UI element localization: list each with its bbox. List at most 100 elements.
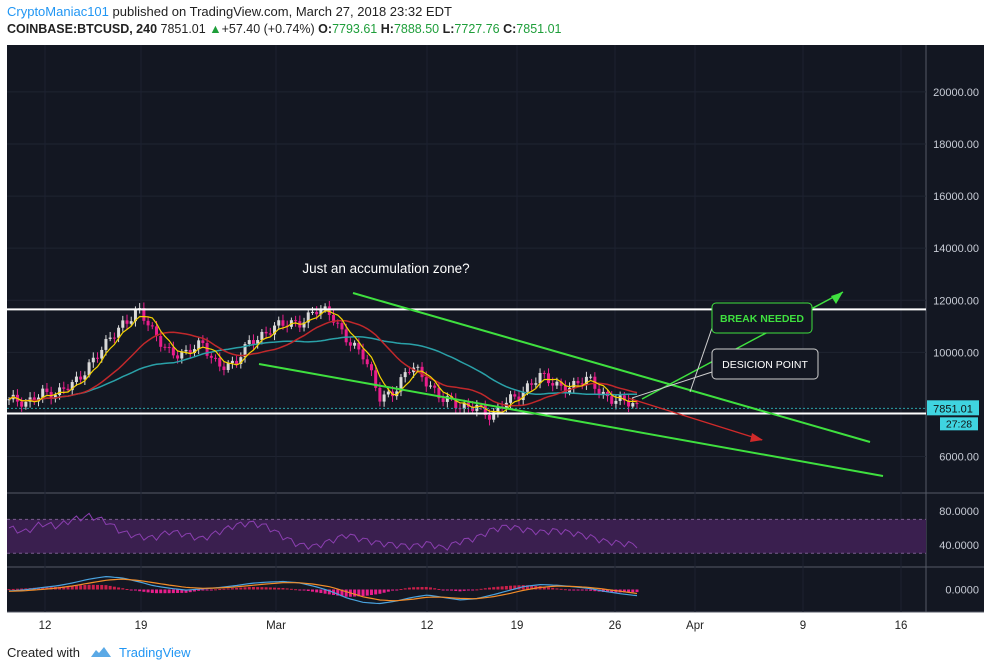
macd-histogram-bar — [142, 589, 146, 592]
candle-body — [323, 306, 327, 310]
candle-body — [399, 377, 403, 392]
macd-histogram-bar — [551, 587, 555, 590]
candle-body — [294, 320, 298, 322]
macd-histogram-bar — [382, 589, 386, 593]
macd-histogram-bar — [302, 589, 306, 591]
macd-histogram-bar — [391, 589, 395, 591]
macd-histogram-bar — [62, 586, 66, 590]
candle-body — [428, 385, 432, 387]
time-tick-label: 19 — [135, 620, 148, 632]
candle-body — [41, 388, 45, 398]
candle-body — [424, 377, 428, 387]
macd-histogram-bar — [555, 588, 559, 590]
macd-histogram-bar — [167, 589, 171, 594]
candle-body — [525, 383, 529, 392]
candle-body — [479, 404, 483, 406]
candle-body — [306, 312, 310, 323]
candle-body — [315, 311, 319, 315]
macd-histogram-bar — [424, 586, 428, 590]
macd-histogram-bar — [294, 589, 298, 591]
macd-histogram-bar — [188, 589, 192, 593]
macd-histogram-bar — [315, 589, 319, 593]
macd-histogram-bar — [466, 589, 470, 591]
macd-histogram-bar — [256, 587, 260, 590]
annotation-decision-point: DESICION POINT — [722, 359, 808, 371]
candle-body — [184, 349, 188, 352]
macd-tick-label: 0.0000 — [945, 585, 979, 597]
macd-histogram-bar — [209, 589, 213, 591]
symbol-label: COINBASE:BTCUSD, 240 — [7, 22, 158, 36]
macd-histogram-bar — [70, 585, 74, 590]
candle-body — [631, 403, 635, 407]
candle-body — [247, 340, 251, 345]
macd-histogram-bar — [563, 589, 567, 591]
candle-body — [150, 325, 154, 327]
candle-body — [243, 344, 247, 358]
candle-body — [378, 387, 382, 402]
macd-histogram-bar — [192, 589, 196, 592]
macd-histogram-bar — [264, 587, 268, 590]
macd-histogram-bar — [319, 589, 323, 594]
macd-histogram-bar — [441, 589, 445, 591]
close-value: 7851.01 — [516, 22, 562, 36]
macd-histogram-bar — [243, 587, 247, 590]
macd-histogram-bar — [218, 589, 222, 591]
macd-histogram-bar — [176, 589, 180, 594]
macd-histogram-bar — [306, 589, 310, 592]
macd-histogram-bar — [214, 589, 218, 591]
macd-histogram-bar — [222, 588, 226, 590]
candle-body — [142, 308, 146, 321]
candle-body — [336, 322, 340, 324]
time-tick-label: 12 — [421, 620, 434, 632]
candle-body — [180, 351, 184, 359]
created-with-text: Created with — [7, 645, 80, 660]
candle-body — [580, 383, 584, 385]
macd-histogram-bar — [525, 585, 529, 590]
price-axis-background — [926, 45, 984, 612]
candle-body — [239, 357, 243, 365]
macd-histogram-bar — [546, 587, 550, 590]
footer: Created with TradingView — [7, 645, 191, 660]
macd-histogram-bar — [273, 587, 277, 590]
candle-body — [104, 338, 108, 350]
macd-histogram-bar — [87, 584, 91, 590]
macd-histogram-bar — [374, 589, 378, 595]
candle-body — [205, 343, 209, 356]
candle-body — [542, 372, 546, 374]
ohlc-header: COINBASE:BTCUSD, 240 7851.01 ▲+57.40 (+0… — [7, 22, 561, 36]
macd-histogram-bar — [344, 589, 348, 597]
time-tick-label: Mar — [266, 620, 286, 632]
candle-body — [517, 396, 521, 401]
macd-histogram-bar — [622, 589, 626, 593]
macd-histogram-bar — [260, 587, 264, 590]
candle-body — [610, 396, 614, 404]
macd-histogram-bar — [104, 585, 108, 590]
author-link[interactable]: CryptoManiac101 — [7, 4, 109, 19]
candle-body — [218, 358, 222, 367]
published-text: published on TradingView.com, March 27, … — [112, 4, 452, 19]
candle-body — [589, 376, 593, 378]
macd-histogram-bar — [454, 589, 458, 591]
breakout-arrowhead — [831, 292, 843, 304]
time-tick-label: 19 — [511, 620, 524, 632]
price-change: +57.40 (+0.74%) — [221, 22, 315, 36]
candle-body — [117, 327, 121, 338]
macd-histogram-bar — [462, 589, 466, 591]
candle-body — [433, 385, 437, 388]
candle-body — [374, 370, 378, 388]
macd-histogram-bar — [100, 584, 104, 590]
candle-body — [273, 325, 277, 335]
macd-histogram-bar — [327, 589, 331, 595]
candle-body — [268, 333, 272, 335]
annotation-accumulation: Just an accumulation zone? — [302, 261, 469, 276]
candle-body — [471, 406, 475, 411]
candle-body — [559, 381, 563, 386]
macd-histogram-bar — [277, 587, 281, 590]
macd-histogram-bar — [239, 587, 243, 590]
candle-body — [91, 357, 95, 363]
candle-body — [100, 349, 104, 359]
tradingview-link[interactable]: TradingView — [119, 645, 191, 660]
open-value: 7793.61 — [332, 22, 378, 36]
macd-histogram-bar — [353, 589, 357, 597]
